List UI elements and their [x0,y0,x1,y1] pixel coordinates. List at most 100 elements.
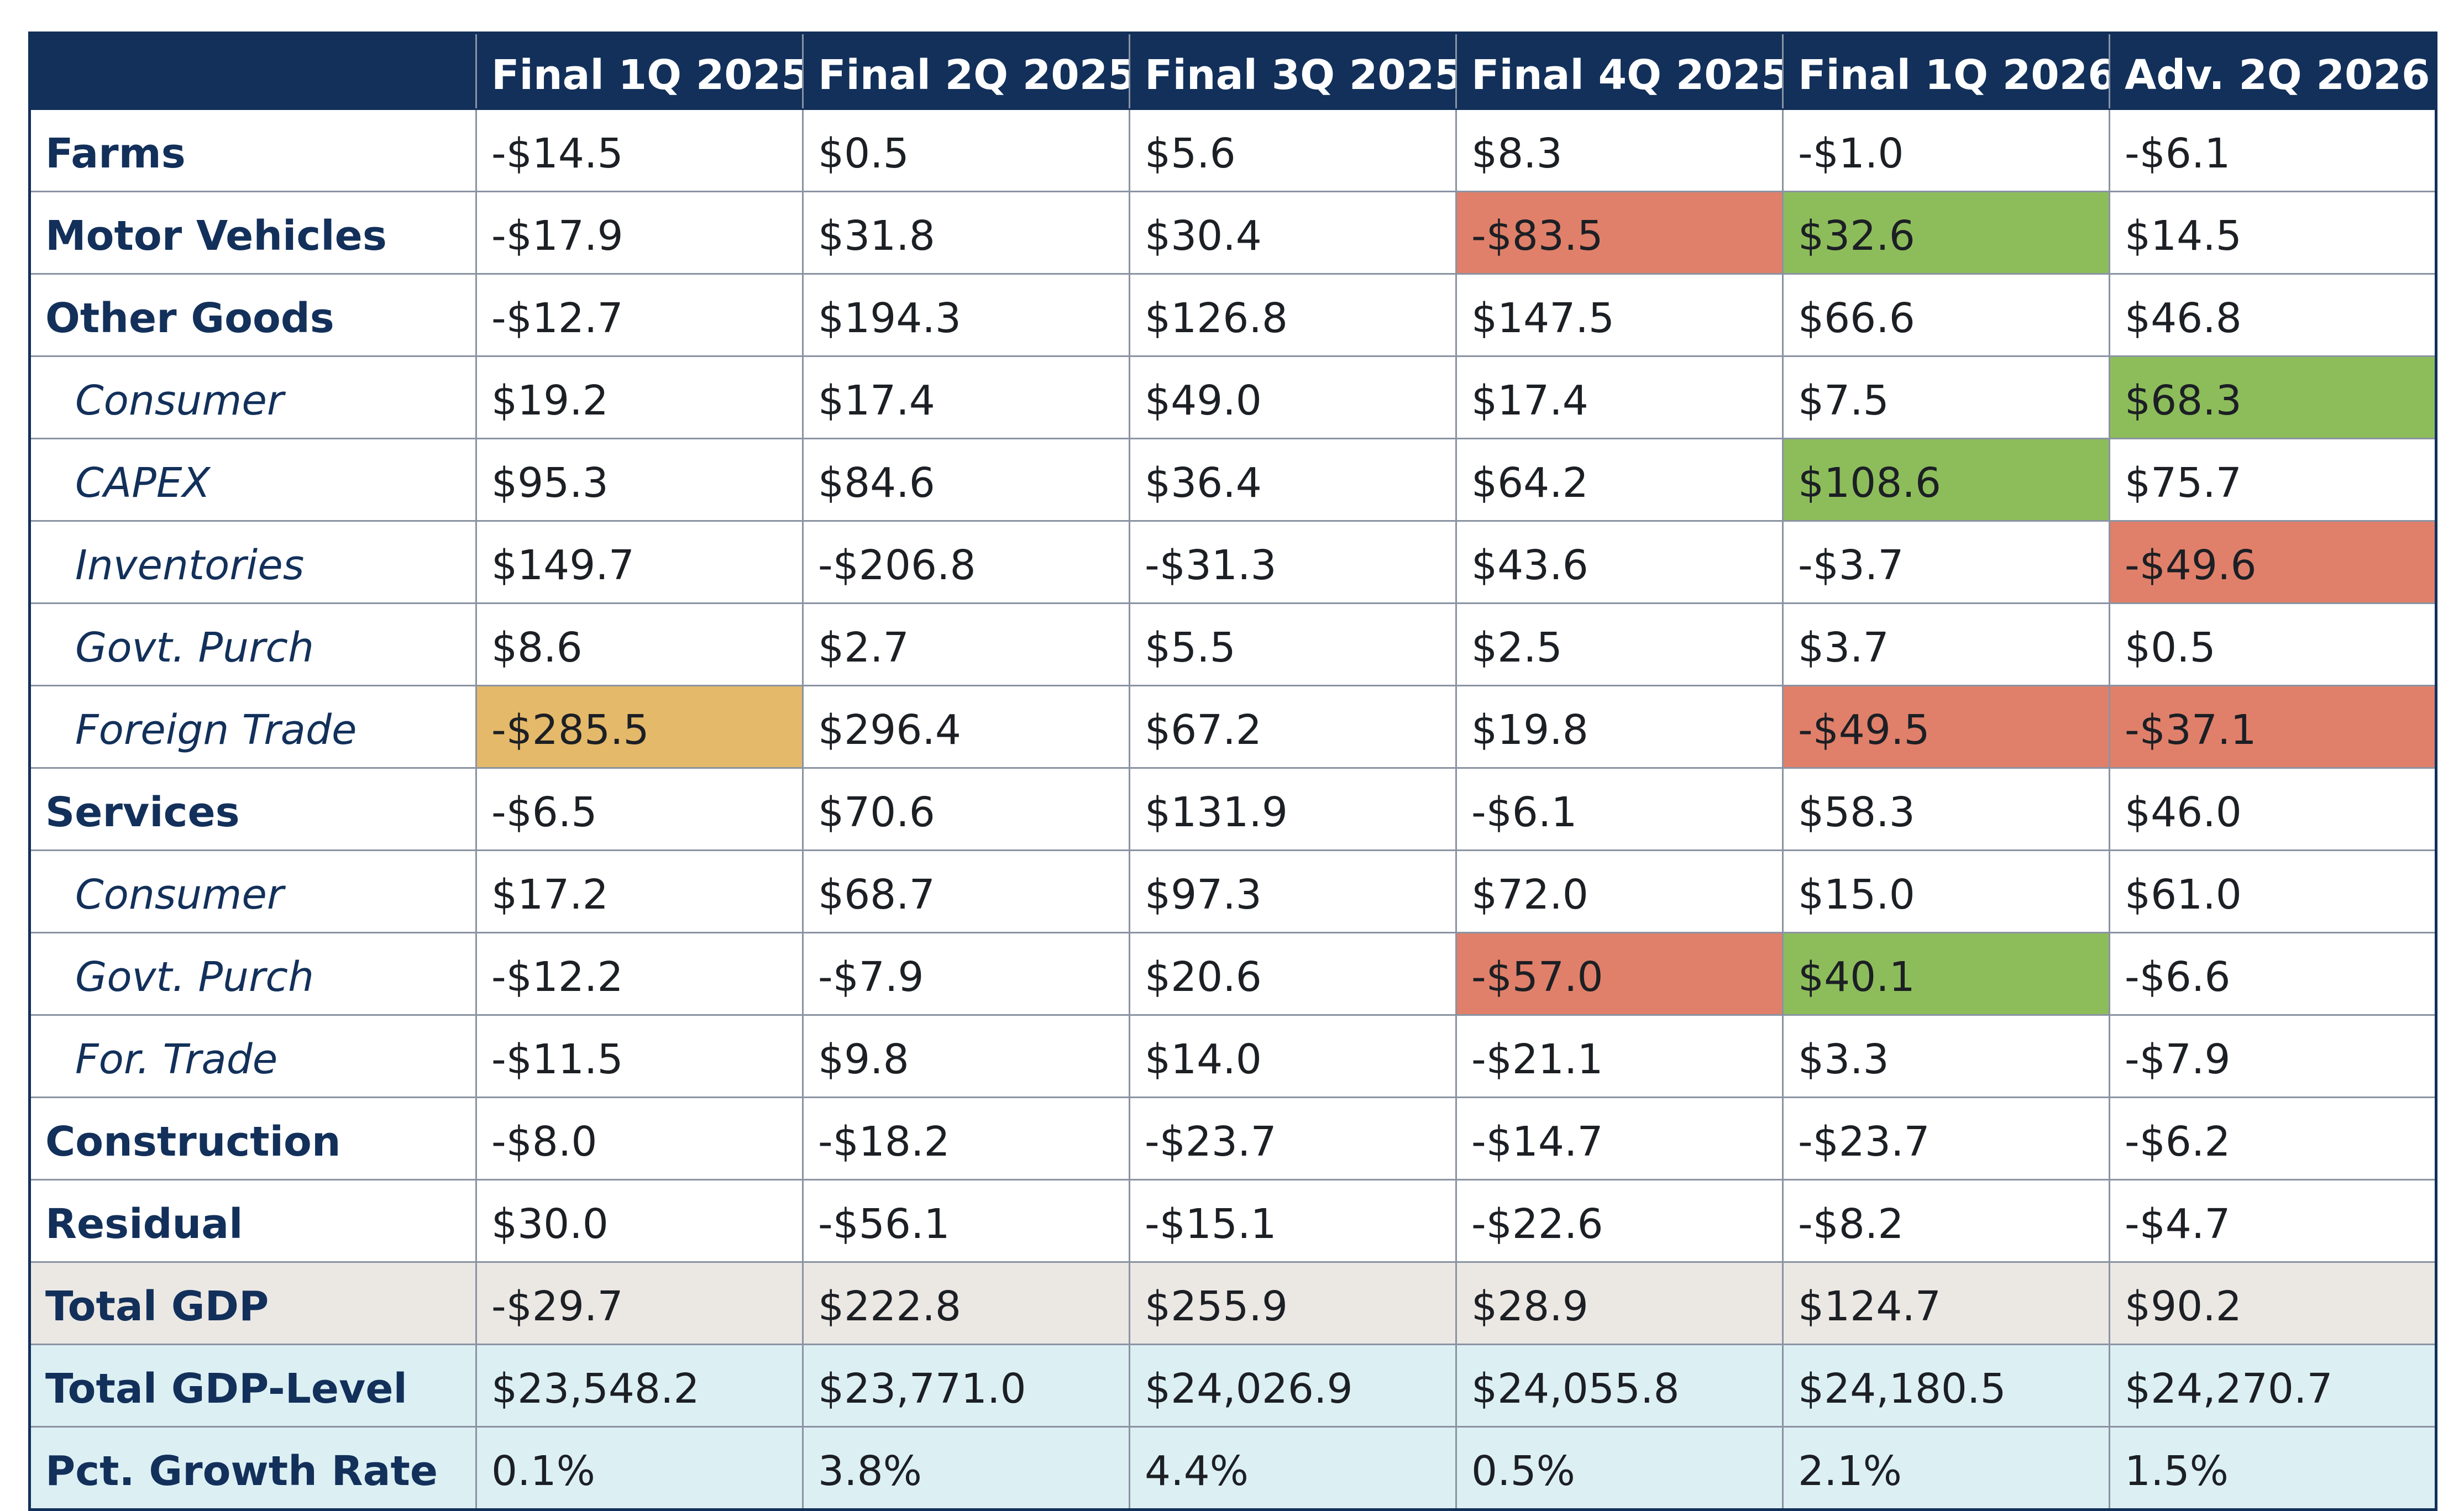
value-cell-final-2q-2025: $31.8 [802,191,1130,275]
value-cell-final-4q-2025: $147.5 [1455,273,1784,357]
value-cell-final-1q-2026: $3.7 [1782,602,2110,686]
column-header-final-1q-2025: Final 1Q 2025 [475,33,804,110]
row-label: Total GDP-Level [29,1344,477,1428]
value-cell-final-1q-2025: $8.6 [475,602,804,686]
value-cell-final-4q-2025: -$83.5 [1455,191,1784,275]
value-cell-final-3q-2025: $14.0 [1129,1014,1457,1098]
table-row-for-trade: For. Trade -$11.5 $9.8 $14.0 -$21.1 $3.3 -$7.9 [29,1014,2437,1098]
value-cell-final-1q-2026: -$23.7 [1782,1096,2110,1181]
value-cell-final-3q-2025: $126.8 [1129,273,1457,357]
value-cell-final-1q-2025: 0.1% [475,1426,804,1510]
value-cell-final-3q-2025: 4.4% [1129,1426,1457,1510]
value-cell-adv-2q-2026: $75.7 [2109,438,2437,522]
value-cell-final-1q-2026: $40.1 [1782,932,2110,1016]
row-label: Govt. Purch [29,932,477,1016]
column-header-final-2q-2025: Final 2Q 2025 [802,33,1130,110]
table-row-pct-growth-rate: Pct. Growth Rate 0.1% 3.8% 4.4% 0.5% 2.1% 1.5% [29,1426,2437,1510]
value-cell-final-4q-2025: 0.5% [1455,1426,1784,1510]
value-cell-final-1q-2026: 2.1% [1782,1426,2110,1510]
header-corner-cell [29,33,477,110]
value-cell-final-1q-2025: -$8.0 [475,1096,804,1181]
row-label: Consumer [29,849,477,933]
value-cell-final-1q-2026: -$49.5 [1782,685,2110,769]
table-row-total-gdp-level: Total GDP-Level $23,548.2 $23,771.0 $24,026… [29,1344,2437,1428]
value-cell-final-4q-2025: $64.2 [1455,438,1784,522]
row-label: CAPEX [29,438,477,522]
value-cell-final-2q-2025: $17.4 [802,355,1130,439]
value-cell-adv-2q-2026: -$4.7 [2109,1179,2437,1263]
header-row: Final 1Q 2025 Final 2Q 2025 Final 3Q 202… [29,33,2437,110]
value-cell-final-2q-2025: $68.7 [802,849,1130,933]
value-cell-adv-2q-2026: -$7.9 [2109,1014,2437,1098]
value-cell-final-1q-2025: $95.3 [475,438,804,522]
value-cell-final-3q-2025: $97.3 [1129,849,1457,933]
value-cell-final-3q-2025: $255.9 [1129,1261,1457,1345]
table-row-farms: Farms -$14.5 $0.5 $5.6 $8.3 -$1.0 -$6.1 [29,108,2437,192]
value-cell-final-1q-2026: -$3.7 [1782,520,2110,604]
value-cell-final-1q-2026: $24,180.5 [1782,1344,2110,1428]
value-cell-final-2q-2025: $194.3 [802,273,1130,357]
value-cell-final-1q-2026: $66.6 [1782,273,2110,357]
value-cell-adv-2q-2026: -$6.6 [2109,932,2437,1016]
value-cell-final-2q-2025: -$18.2 [802,1096,1130,1181]
table-row-construction: Construction -$8.0 -$18.2 -$23.7 -$14.7 -$23.… [29,1096,2437,1181]
value-cell-adv-2q-2026: 1.5% [2109,1426,2437,1510]
table-row-total-gdp: Total GDP -$29.7 $222.8 $255.9 $28.9 $124.7 $9… [29,1261,2437,1345]
value-cell-final-2q-2025: $70.6 [802,767,1130,851]
column-header-final-4q-2025: Final 4Q 2025 [1455,33,1784,110]
value-cell-adv-2q-2026: -$37.1 [2109,685,2437,769]
value-cell-final-2q-2025: -$206.8 [802,520,1130,604]
value-cell-adv-2q-2026: -$49.6 [2109,520,2437,604]
column-header-final-1q-2026: Final 1Q 2026 [1782,33,2110,110]
value-cell-final-3q-2025: $5.6 [1129,108,1457,192]
value-cell-final-3q-2025: $20.6 [1129,932,1457,1016]
value-cell-final-1q-2025: -$14.5 [475,108,804,192]
value-cell-adv-2q-2026: -$6.2 [2109,1096,2437,1181]
row-label: Total GDP [29,1261,477,1345]
row-label: Inventories [29,520,477,604]
value-cell-final-1q-2026: $108.6 [1782,438,2110,522]
value-cell-final-4q-2025: $28.9 [1455,1261,1784,1345]
table-header: Final 1Q 2025 Final 2Q 2025 Final 3Q 202… [29,33,2437,110]
value-cell-final-1q-2025: -$285.5 [475,685,804,769]
row-label: Motor Vehicles [29,191,477,275]
table-row-services: Services -$6.5 $70.6 $131.9 -$6.1 $58.3 $46.0 [29,767,2437,851]
value-cell-final-4q-2025: -$14.7 [1455,1096,1784,1181]
row-label: Other Goods [29,273,477,357]
value-cell-final-1q-2025: -$17.9 [475,191,804,275]
value-cell-final-3q-2025: $49.0 [1129,355,1457,439]
value-cell-final-1q-2025: $149.7 [475,520,804,604]
value-cell-final-1q-2026: $32.6 [1782,191,2110,275]
value-cell-adv-2q-2026: $14.5 [2109,191,2437,275]
value-cell-final-4q-2025: -$22.6 [1455,1179,1784,1263]
value-cell-final-2q-2025: -$56.1 [802,1179,1130,1263]
value-cell-final-1q-2026: $7.5 [1782,355,2110,439]
value-cell-adv-2q-2026: $46.8 [2109,273,2437,357]
value-cell-final-1q-2026: -$8.2 [1782,1179,2110,1263]
value-cell-final-3q-2025: $5.5 [1129,602,1457,686]
value-cell-final-2q-2025: 3.8% [802,1426,1130,1510]
table-row-govt-purch: Govt. Purch $8.6 $2.7 $5.5 $2.5 $3.7 $0.5 [29,602,2437,686]
value-cell-final-1q-2025: $30.0 [475,1179,804,1263]
column-header-adv-2q-2026: Adv. 2Q 2026 [2109,33,2437,110]
value-cell-final-3q-2025: -$23.7 [1129,1096,1457,1181]
value-cell-final-4q-2025: $43.6 [1455,520,1784,604]
value-cell-final-3q-2025: $131.9 [1129,767,1457,851]
value-cell-final-3q-2025: $24,026.9 [1129,1344,1457,1428]
row-label: Farms [29,108,477,192]
value-cell-final-2q-2025: $2.7 [802,602,1130,686]
value-cell-adv-2q-2026: -$6.1 [2109,108,2437,192]
value-cell-adv-2q-2026: $46.0 [2109,767,2437,851]
value-cell-final-3q-2025: -$15.1 [1129,1179,1457,1263]
value-cell-final-4q-2025: $2.5 [1455,602,1784,686]
table-row-foreign-trade: Foreign Trade -$285.5 $296.4 $67.2 $19.8 -$49… [29,685,2437,769]
table-row-consumer: Consumer $19.2 $17.4 $49.0 $17.4 $7.5 $68.3 [29,355,2437,439]
row-label: Construction [29,1096,477,1181]
value-cell-final-3q-2025: $36.4 [1129,438,1457,522]
row-label: Residual [29,1179,477,1263]
value-cell-final-4q-2025: $72.0 [1455,849,1784,933]
value-cell-final-1q-2025: -$6.5 [475,767,804,851]
table-row-inventories: Inventories $149.7 -$206.8 -$31.3 $43.6 -$3.7… [29,520,2437,604]
table-row-motor-vehicles: Motor Vehicles -$17.9 $31.8 $30.4 -$83.5 $32.… [29,191,2437,275]
value-cell-final-2q-2025: $23,771.0 [802,1344,1130,1428]
